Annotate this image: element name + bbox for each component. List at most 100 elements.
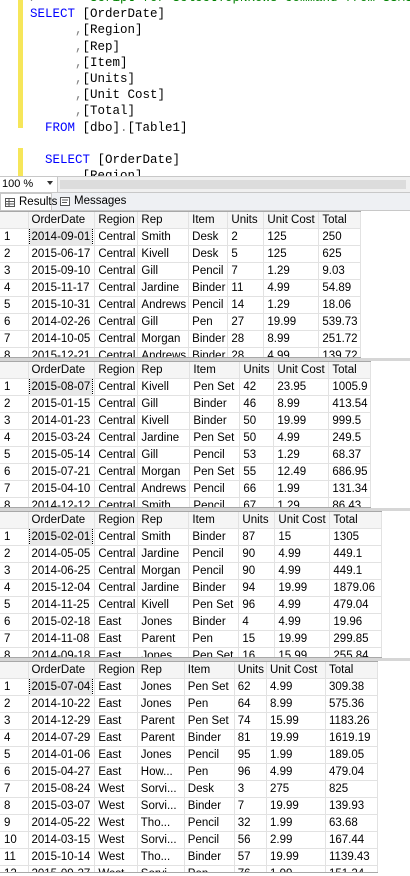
table-row[interactable]: 6 2015-04-27 East How... Pen 96 4.99 479.04 xyxy=(0,763,378,781)
table-cell[interactable]: Pencil xyxy=(189,446,241,464)
table-cell[interactable]: 68.37 xyxy=(328,446,371,464)
table-cell[interactable]: 2014-09-01 xyxy=(28,228,96,246)
table-cell[interactable]: 1.99 xyxy=(266,746,326,764)
table-cell[interactable]: Pen Set xyxy=(188,596,240,614)
horizontal-scrollbar[interactable] xyxy=(60,180,406,189)
table-cell[interactable]: 2014-10-05 xyxy=(28,330,96,348)
table-cell[interactable]: 4.99 xyxy=(273,429,330,447)
table-row[interactable]: 2 2015-06-17 Central Kivell Desk 5 125 625 xyxy=(0,245,361,263)
table-cell[interactable]: 64 xyxy=(234,695,267,713)
table-cell[interactable]: 56 xyxy=(234,831,267,849)
table-cell[interactable]: 1183.26 xyxy=(325,712,378,730)
row-number[interactable]: 10 xyxy=(0,831,29,849)
column-header[interactable]: Rep xyxy=(137,212,190,229)
table-cell[interactable]: 625 xyxy=(318,245,361,263)
table-cell[interactable]: Jones xyxy=(137,678,185,696)
row-number[interactable]: 1 xyxy=(0,678,29,696)
table-cell[interactable]: Gill xyxy=(137,395,191,413)
table-cell[interactable]: East xyxy=(94,678,138,696)
table-cell[interactable]: Parent xyxy=(137,630,190,648)
table-cell[interactable]: 479.04 xyxy=(325,763,378,781)
tab-results[interactable]: Results xyxy=(0,193,57,210)
table-cell[interactable]: 2015-09-10 xyxy=(28,262,96,280)
table-cell[interactable]: 479.04 xyxy=(329,596,383,614)
table-cell[interactable]: 2014-12-29 xyxy=(28,712,96,730)
table-cell[interactable]: Jardine xyxy=(137,279,190,297)
table-cell[interactable]: Sorvi... xyxy=(137,797,185,815)
table-cell[interactable]: 50 xyxy=(239,429,275,447)
table-cell[interactable]: Pen xyxy=(184,763,235,781)
table-cell[interactable]: 139.93 xyxy=(325,797,378,815)
corner-cell[interactable] xyxy=(0,362,29,379)
table-cell[interactable]: Binder xyxy=(189,412,241,430)
table-cell[interactable]: Binder xyxy=(188,528,240,546)
table-cell[interactable]: 2015-03-07 xyxy=(28,797,96,815)
table-cell[interactable]: Jardine xyxy=(137,545,190,563)
table-cell[interactable]: 2014-01-23 xyxy=(28,412,96,430)
column-header[interactable]: Total xyxy=(325,662,378,679)
table-cell[interactable]: 3 xyxy=(234,780,267,798)
column-header[interactable]: Total xyxy=(328,362,371,379)
column-header[interactable]: Unit Cost xyxy=(273,362,330,379)
table-cell[interactable]: 2015-10-31 xyxy=(28,296,96,314)
tab-messages[interactable]: Messages xyxy=(56,193,148,210)
table-row[interactable]: 7 2015-04-10 Central Andrews Pencil 66 1.99 131… xyxy=(0,480,371,498)
table-cell[interactable]: Pen Set xyxy=(184,712,235,730)
table-cell[interactable]: West xyxy=(94,814,138,832)
table-row[interactable]: 2 2014-05-05 Central Jardine Pencil 90 4.99 449… xyxy=(0,545,383,563)
table-cell[interactable]: Smith xyxy=(137,228,190,246)
table-cell[interactable]: West xyxy=(94,865,138,872)
table-cell[interactable]: 90 xyxy=(238,562,276,580)
row-number[interactable]: 4 xyxy=(0,729,29,747)
table-cell[interactable]: Central xyxy=(94,463,139,481)
table-cell[interactable]: Pen xyxy=(184,865,235,872)
table-cell[interactable]: Binder xyxy=(188,579,240,597)
table-cell[interactable]: 449.1 xyxy=(329,545,383,563)
table-cell[interactable]: 189.05 xyxy=(325,746,378,764)
result-grid[interactable]: OrderDate Region Rep Item Units Unit Cost Tota… xyxy=(0,661,378,873)
table-cell[interactable]: Desk xyxy=(188,228,229,246)
column-header[interactable]: Region xyxy=(94,212,139,229)
table-cell[interactable]: 2015-04-10 xyxy=(28,480,96,498)
table-cell[interactable]: 2015-10-14 xyxy=(28,848,96,866)
grid-splitter[interactable] xyxy=(0,658,410,661)
table-cell[interactable]: 55 xyxy=(239,463,275,481)
table-cell[interactable]: 167.44 xyxy=(325,831,378,849)
table-cell[interactable]: 825 xyxy=(325,780,378,798)
table-cell[interactable]: 23.95 xyxy=(273,378,330,396)
table-cell[interactable]: Morgan xyxy=(137,463,191,481)
table-row[interactable]: 122015-09-27WestSorvi...Pen761.99151.24 xyxy=(0,865,378,872)
column-header[interactable]: OrderDate xyxy=(28,212,96,229)
table-row[interactable]: 7 2014-11-08 East Parent Pen 15 19.99 299.85 xyxy=(0,630,383,648)
table-cell[interactable]: How... xyxy=(137,763,185,781)
corner-cell[interactable] xyxy=(0,212,29,229)
row-number[interactable]: 3 xyxy=(0,562,29,580)
table-row[interactable]: 3 2014-06-25 Central Morgan Pencil 90 4.99 449.… xyxy=(0,562,383,580)
row-number[interactable]: 3 xyxy=(0,412,29,430)
table-row[interactable]: 4 2014-07-29 East Parent Binder 81 19.99 1619.1… xyxy=(0,729,378,747)
row-number[interactable]: 5 xyxy=(0,296,29,314)
table-cell[interactable]: 28 xyxy=(227,330,265,348)
table-cell[interactable]: 1.99 xyxy=(273,480,330,498)
table-cell[interactable]: Andrews xyxy=(137,480,191,498)
table-cell[interactable]: 2014-06-25 xyxy=(28,562,96,580)
table-cell[interactable]: 2014-02-26 xyxy=(28,313,96,331)
table-cell[interactable]: 19.99 xyxy=(263,313,320,331)
table-cell[interactable]: 46 xyxy=(239,395,275,413)
table-cell[interactable]: 4.99 xyxy=(263,279,320,297)
row-number[interactable]: 8 xyxy=(0,797,29,815)
table-cell[interactable]: 81 xyxy=(234,729,267,747)
table-cell[interactable]: 8.99 xyxy=(266,695,326,713)
table-cell[interactable]: Central xyxy=(94,347,139,357)
table-cell[interactable]: 15.99 xyxy=(266,712,326,730)
table-cell[interactable]: 4 xyxy=(238,613,276,631)
row-number[interactable]: 1 xyxy=(0,378,29,396)
table-cell[interactable]: 2014-07-29 xyxy=(28,729,96,747)
table-cell[interactable]: 19.99 xyxy=(274,579,331,597)
table-cell[interactable]: Jones xyxy=(137,613,190,631)
table-cell[interactable]: 1005.9 xyxy=(328,378,371,396)
table-row[interactable]: 8 2014-12-12 Central Smith Pencil 67 1.29 86.43 xyxy=(0,497,371,507)
table-cell[interactable]: 2014-05-22 xyxy=(28,814,96,832)
table-cell[interactable]: East xyxy=(94,647,139,657)
table-cell[interactable]: Andrews xyxy=(137,347,190,357)
